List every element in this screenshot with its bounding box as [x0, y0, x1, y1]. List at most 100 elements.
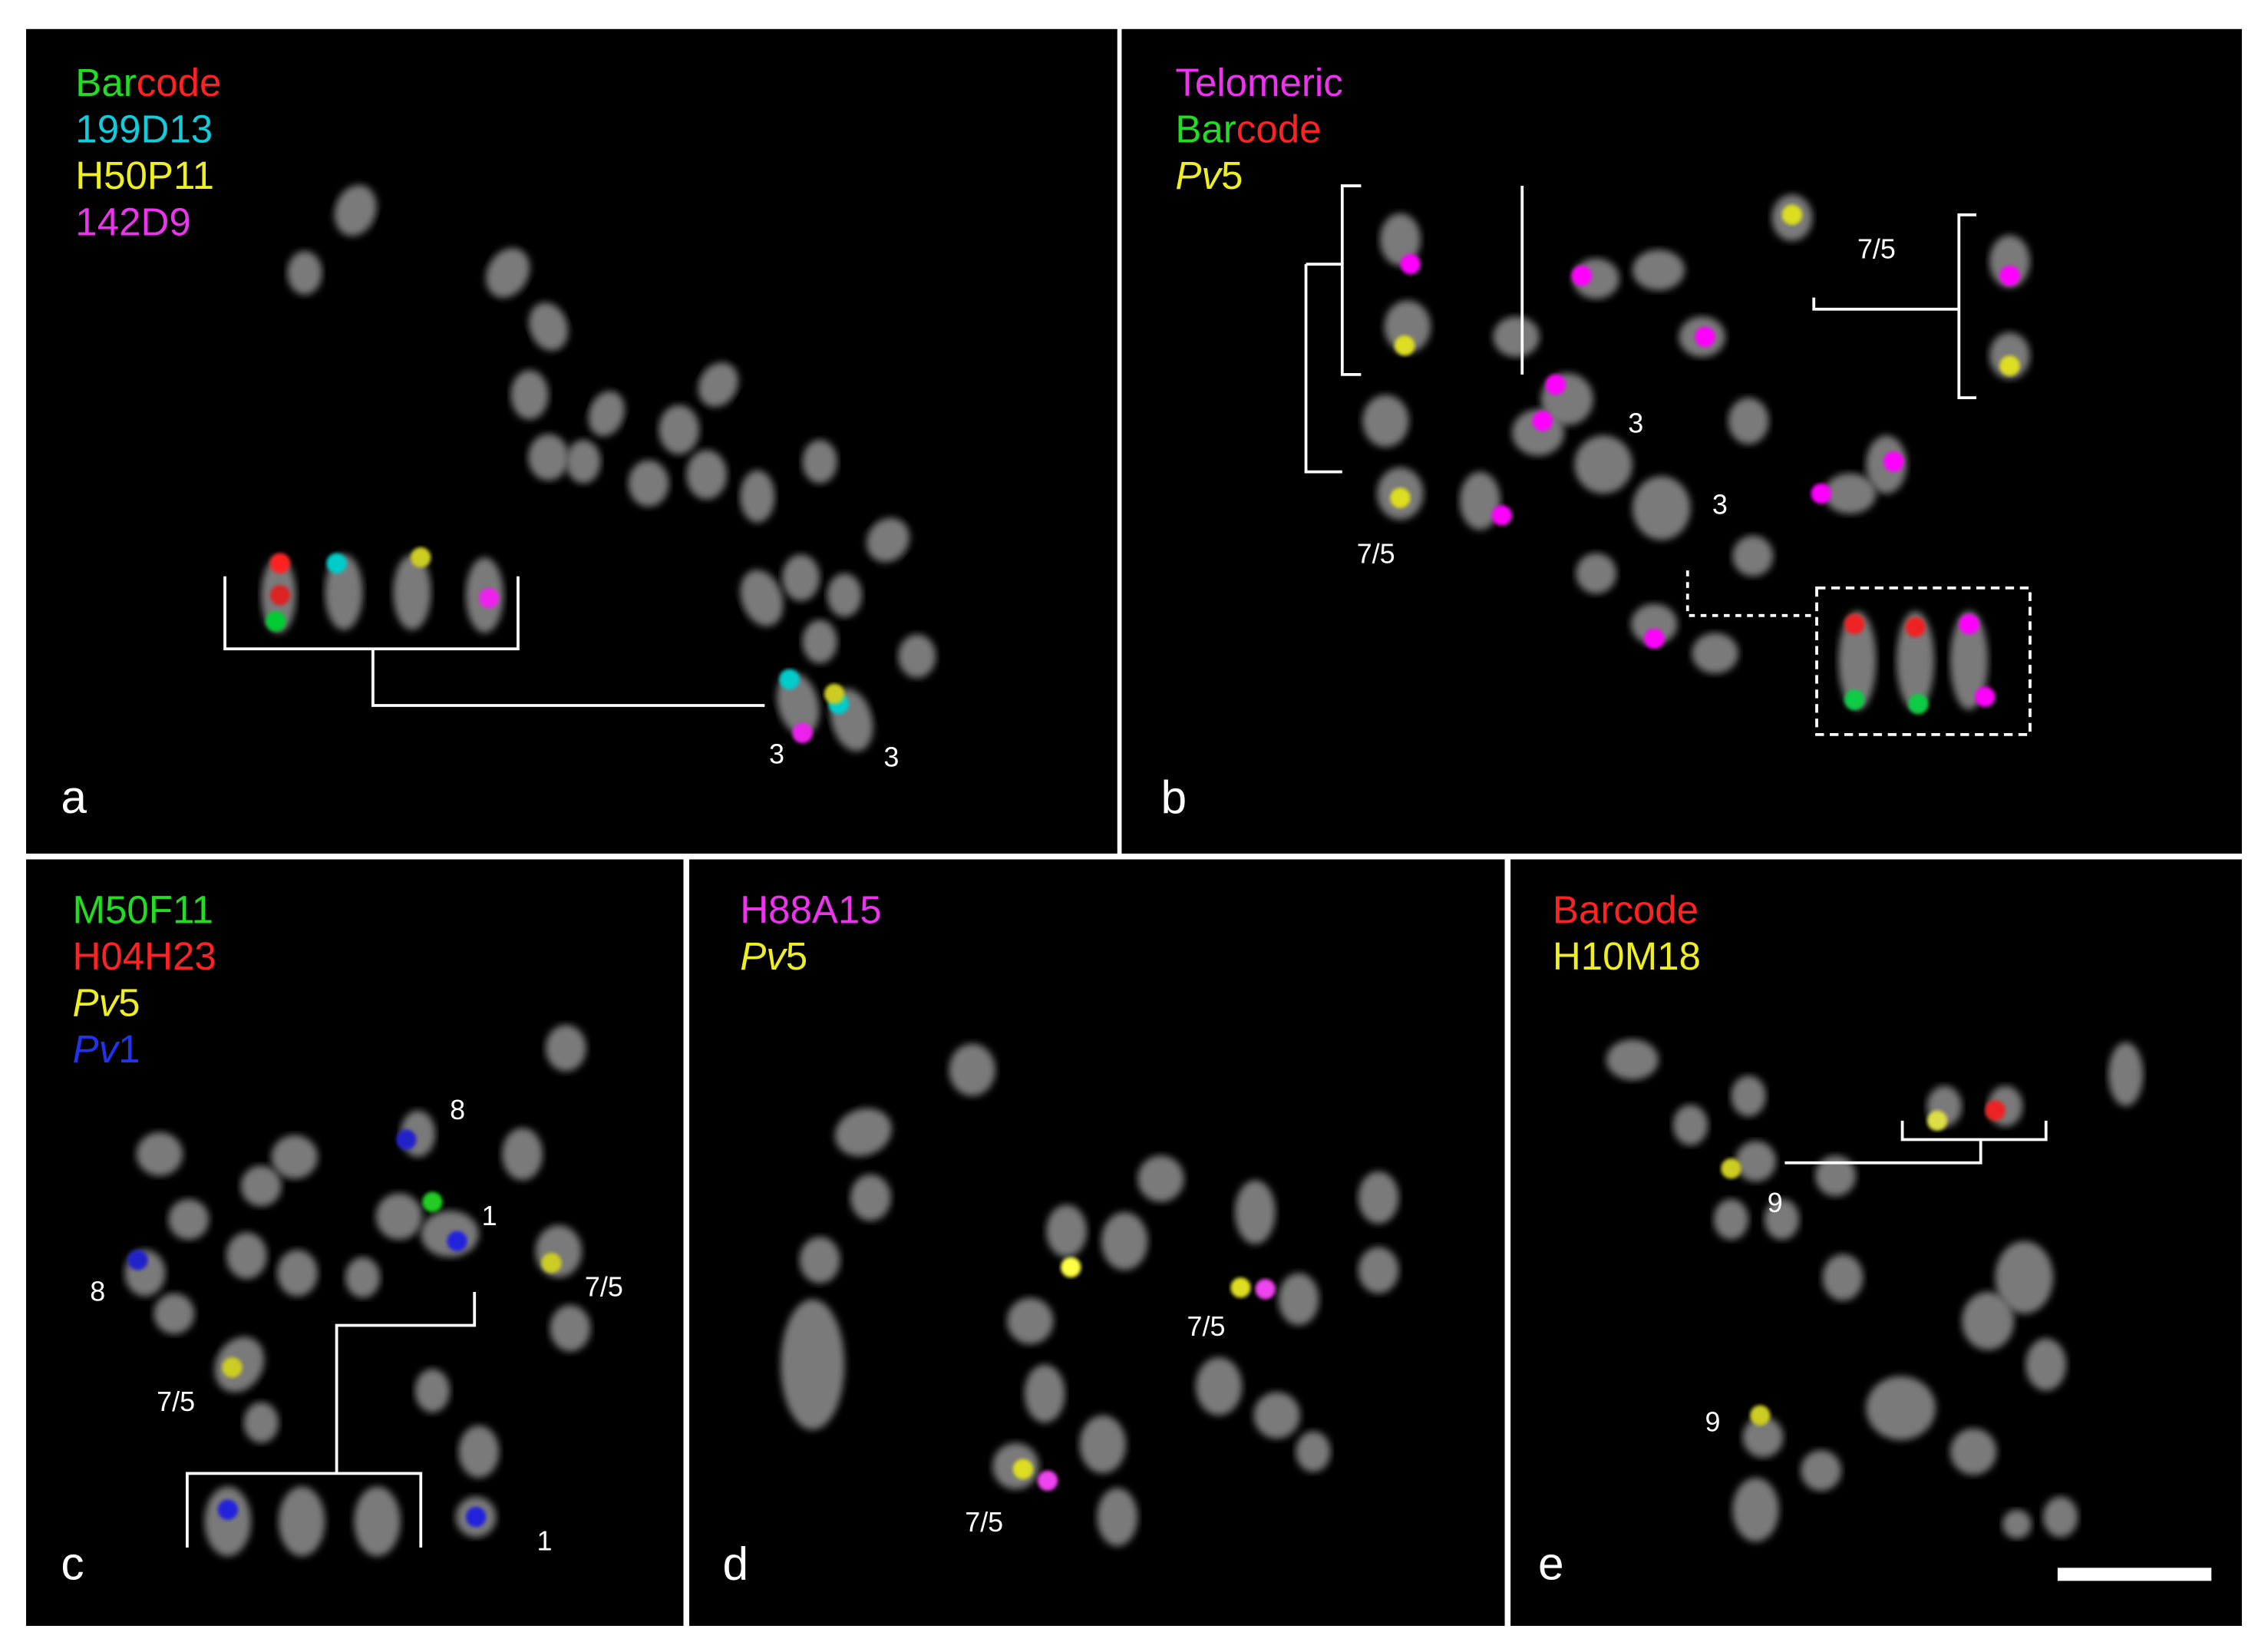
legend-text: Bar	[1175, 107, 1236, 150]
panel-letter: d	[723, 1537, 749, 1589]
chromosome	[588, 391, 625, 437]
signal	[396, 1129, 417, 1150]
chromosome	[414, 1369, 451, 1412]
legend-text: Pv	[73, 981, 120, 1025]
signal	[1491, 505, 1512, 526]
chromosome	[1672, 1105, 1708, 1146]
panel-b	[1121, 28, 2242, 854]
legend-entry: Pv5	[1175, 154, 1243, 197]
chromosome	[1732, 535, 1774, 577]
chromosome	[1815, 1155, 1857, 1197]
chromosome	[278, 1486, 325, 1557]
signal	[1811, 483, 1831, 504]
chromosome	[698, 362, 738, 408]
chromosome	[1574, 435, 1632, 494]
chromosome	[1631, 603, 1678, 645]
signal	[465, 1506, 487, 1528]
chromosome	[1731, 1075, 1766, 1117]
chromosome	[243, 1402, 279, 1443]
chromosome	[949, 1043, 995, 1096]
chromosome	[1101, 1212, 1148, 1270]
chromosome	[1384, 300, 1431, 353]
legend-text: 142D9	[75, 200, 190, 243]
signal	[1721, 1158, 1741, 1179]
signal	[1999, 355, 2020, 376]
chromosome	[1995, 1241, 2054, 1314]
chromosome	[325, 554, 363, 630]
chromosome	[1024, 1364, 1065, 1423]
signal	[326, 553, 347, 573]
chromosome	[802, 439, 837, 484]
chromosome	[2108, 1042, 2144, 1106]
legend-text: Pv	[740, 934, 787, 978]
legend-entry: Pv5	[740, 934, 807, 978]
chromosome	[566, 439, 601, 484]
legend-entry: Pv5	[73, 981, 140, 1025]
legend-text: M50F11	[73, 888, 213, 932]
chromosome	[421, 1211, 479, 1257]
chromosome	[1824, 473, 1877, 514]
chromosome	[226, 1232, 267, 1280]
legend-entry: H10M18	[1553, 934, 1701, 978]
chromosome	[799, 1237, 840, 1284]
chromosome	[1838, 611, 1877, 710]
legend-text: 199D13	[75, 107, 213, 150]
chromosome	[782, 554, 820, 601]
chromosome-label: 3	[1628, 408, 1643, 439]
signal	[1975, 686, 1996, 707]
legend-entry: Barcode	[1175, 107, 1321, 150]
signal	[1394, 335, 1415, 356]
signal	[1255, 1279, 1276, 1300]
signal	[1908, 693, 1929, 715]
chromosome-label: 3	[1712, 488, 1728, 520]
chromosome	[659, 405, 700, 454]
signal	[422, 1191, 443, 1213]
chromosome	[2002, 1509, 2032, 1539]
chromosome	[168, 1198, 210, 1240]
signal	[411, 547, 431, 568]
chromosome	[1278, 1273, 1319, 1326]
signal	[1926, 1110, 1948, 1132]
chromosome	[781, 1299, 845, 1430]
chromosome-label: 9	[1768, 1187, 1783, 1218]
signal	[269, 585, 291, 606]
chromosome-label: 7/5	[585, 1271, 623, 1303]
chromosome	[550, 1305, 591, 1352]
signal	[779, 669, 800, 690]
legend-entry: M50F11	[73, 888, 213, 932]
signal	[541, 1252, 562, 1274]
chromosome	[345, 1257, 381, 1298]
legend-text: H88A15	[740, 888, 881, 932]
chromosome	[834, 1108, 892, 1157]
signal	[127, 1250, 148, 1270]
chromosome	[628, 460, 669, 507]
signal	[1781, 204, 1803, 226]
signal	[269, 553, 291, 573]
chromosome	[802, 620, 837, 664]
panel-a	[26, 28, 1117, 854]
chromosome	[740, 470, 775, 523]
legend-text: Barcode	[1553, 888, 1699, 932]
chromosome	[1576, 553, 1617, 594]
brackets	[185, 184, 2048, 1548]
legend-entry: 142D9	[75, 200, 190, 243]
chromosome	[1046, 1204, 1088, 1257]
chromosome	[1632, 249, 1685, 291]
chromosome	[1195, 1357, 1243, 1416]
signal	[1230, 1277, 1251, 1298]
signal	[478, 587, 500, 609]
panel-letter: b	[1160, 771, 1187, 823]
chromosome	[510, 370, 549, 420]
chromosome	[2025, 1338, 2067, 1391]
chromosome	[1822, 1254, 1864, 1301]
chromosome-label: 7/5	[965, 1506, 1003, 1538]
signal	[265, 611, 286, 632]
chromosome	[1728, 398, 1769, 444]
chromosome	[1358, 1171, 1399, 1224]
signal	[1532, 411, 1553, 431]
signal	[824, 683, 845, 705]
signal	[792, 722, 813, 744]
scale-bar	[2057, 1568, 2212, 1581]
legend-text: H50P11	[75, 154, 214, 197]
